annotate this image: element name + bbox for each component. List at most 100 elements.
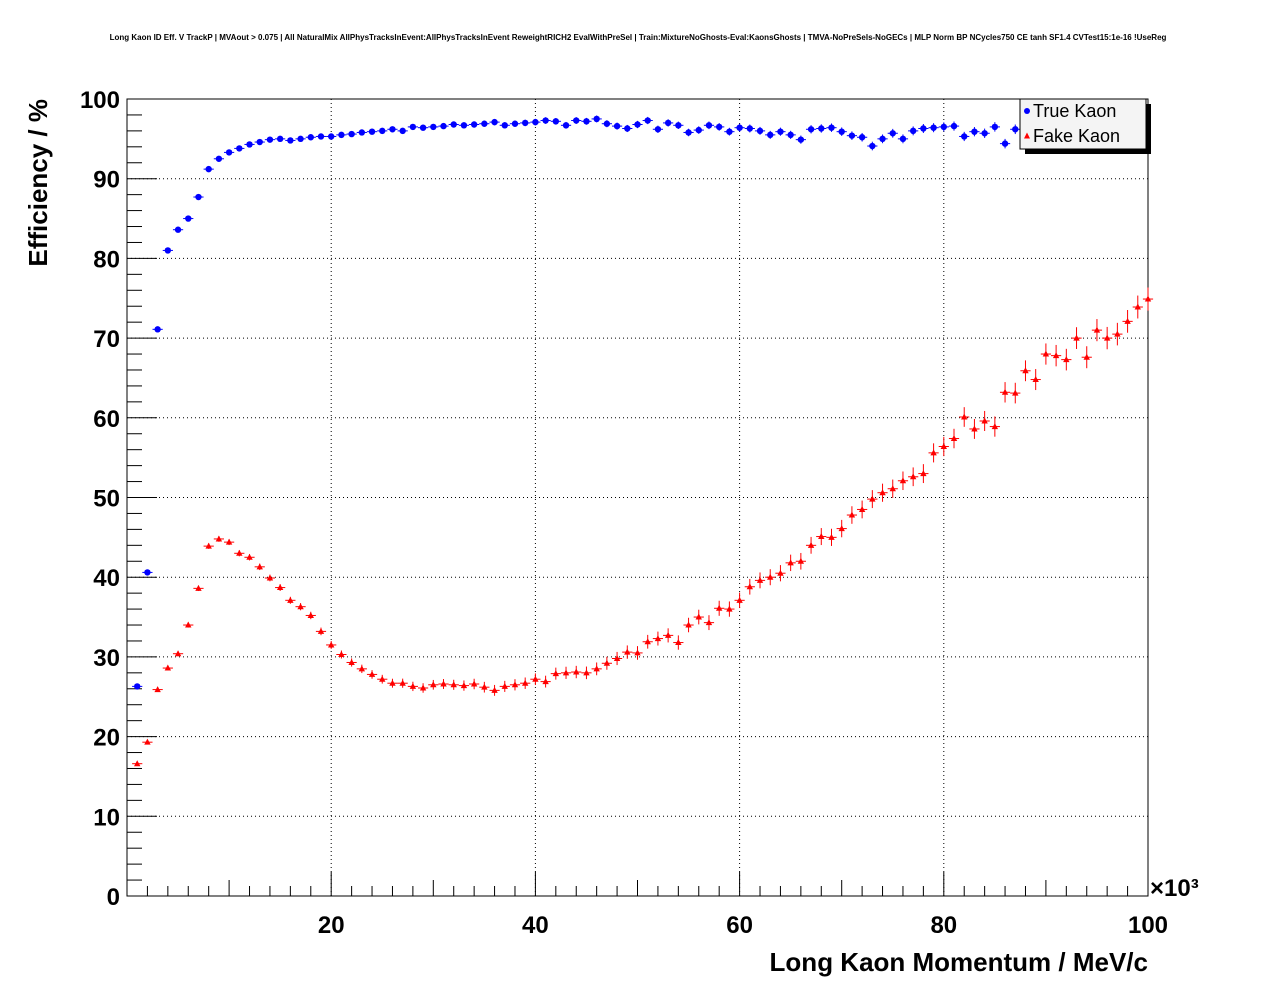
y-tick-label: 80 <box>93 246 120 273</box>
data-point <box>521 119 529 127</box>
data-point <box>940 442 947 449</box>
y-tick-label: 0 <box>107 884 120 911</box>
data-point <box>961 133 968 140</box>
data-point <box>1073 334 1080 341</box>
data-point <box>664 631 672 638</box>
data-point <box>256 138 263 146</box>
data-point <box>573 668 580 675</box>
data-point <box>715 604 723 611</box>
axis-ticks <box>127 98 1149 897</box>
data-point <box>807 126 815 133</box>
data-point <box>950 122 958 130</box>
y-tick-label: 100 <box>80 87 120 114</box>
data-point <box>654 126 662 133</box>
data-point <box>440 680 447 687</box>
series-true-kaon <box>132 115 1031 690</box>
data-point <box>1012 126 1019 133</box>
data-point <box>144 569 151 576</box>
data-point <box>215 535 223 542</box>
data-point <box>419 684 427 691</box>
chart-title: Long Kaon ID Eff. V TrackP | MVAout > 0.… <box>109 33 1167 42</box>
data-point <box>634 121 641 128</box>
data-point <box>225 149 233 156</box>
data-point <box>542 678 549 685</box>
data-point <box>450 681 457 688</box>
data-point <box>818 125 825 132</box>
data-point <box>389 126 396 133</box>
data-point <box>787 559 794 566</box>
data-point <box>562 122 570 129</box>
y-tick-label: 30 <box>93 645 120 672</box>
data-point <box>552 118 560 125</box>
plot-frame <box>126 98 1149 897</box>
data-point <box>287 137 294 144</box>
data-point <box>756 576 764 583</box>
data-point <box>930 124 937 131</box>
y-tick-label: 50 <box>93 486 120 513</box>
data-point <box>981 130 988 137</box>
y-tick-label: 90 <box>93 167 120 194</box>
data-point <box>511 120 519 127</box>
data-point <box>1114 330 1121 337</box>
data-point <box>767 573 774 580</box>
data-point <box>307 134 314 141</box>
data-point <box>899 135 907 143</box>
data-point <box>491 118 498 126</box>
data-point <box>174 226 182 233</box>
data-point <box>1063 356 1070 363</box>
data-point <box>603 120 611 127</box>
data-point <box>971 425 978 432</box>
data-point <box>154 326 161 333</box>
data-point <box>236 549 243 556</box>
data-point <box>634 649 641 656</box>
data-point <box>583 118 590 125</box>
data-point <box>419 124 427 131</box>
data-point <box>797 557 805 564</box>
data-point <box>858 134 866 141</box>
data-point <box>399 679 406 686</box>
data-point <box>940 123 947 131</box>
data-point <box>685 129 692 136</box>
data-point <box>266 136 274 143</box>
data-point <box>889 485 896 492</box>
data-point <box>930 449 937 456</box>
data-point <box>1083 353 1090 360</box>
x-tick-label: 20 <box>318 912 345 939</box>
data-point <box>287 596 294 603</box>
data-point <box>1042 350 1050 357</box>
y-tick-label: 60 <box>93 406 120 433</box>
data-point <box>409 123 417 131</box>
data-point <box>1093 326 1101 333</box>
data-point <box>276 584 284 591</box>
x-tick-label: 40 <box>522 912 549 939</box>
data-point <box>787 131 794 139</box>
data-point <box>338 131 345 139</box>
data-point <box>828 533 835 540</box>
data-point <box>889 130 896 137</box>
data-point <box>869 495 876 502</box>
data-point <box>736 124 743 131</box>
data-point <box>583 669 590 676</box>
data-point <box>909 127 917 135</box>
data-point <box>807 541 815 548</box>
data-point <box>675 639 682 646</box>
data-point <box>297 603 304 610</box>
data-point <box>695 126 702 134</box>
data-point <box>185 621 192 628</box>
data-point <box>430 681 437 688</box>
data-point <box>460 682 468 689</box>
data-point <box>134 760 141 767</box>
data-point <box>593 665 600 672</box>
data-point <box>644 638 651 645</box>
data-point <box>654 635 662 642</box>
data-point <box>481 120 488 127</box>
data-point <box>236 145 243 152</box>
data-point <box>603 659 611 666</box>
data-point <box>593 115 600 123</box>
data-point <box>246 141 253 148</box>
data-point <box>164 247 172 254</box>
data-point <box>501 122 508 129</box>
data-point <box>685 621 692 628</box>
data-point <box>552 670 560 677</box>
data-point <box>1001 388 1009 395</box>
